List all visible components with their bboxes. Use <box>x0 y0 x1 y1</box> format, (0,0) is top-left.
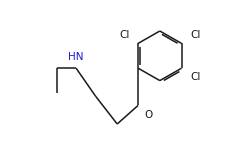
Text: Cl: Cl <box>119 30 129 40</box>
Text: Cl: Cl <box>189 72 200 82</box>
Text: HN: HN <box>68 52 84 62</box>
Text: Cl: Cl <box>189 30 200 40</box>
Text: O: O <box>144 110 152 120</box>
